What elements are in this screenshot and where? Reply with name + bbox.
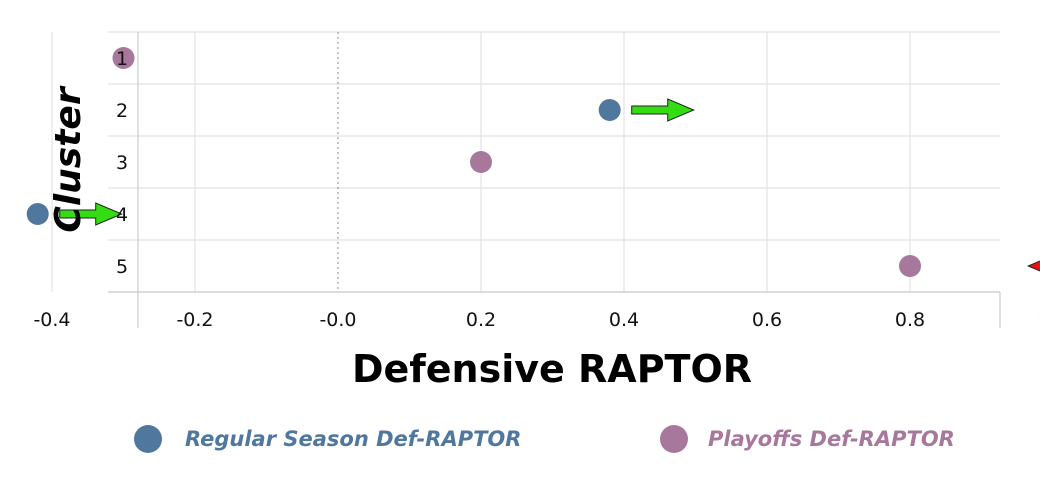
y-tick-label: 1	[116, 48, 128, 70]
arrow-right-cluster-2	[631, 98, 695, 122]
legend-marker	[660, 425, 688, 453]
legend-marker	[134, 425, 162, 453]
x-axis-title: Defensive RAPTOR	[352, 347, 752, 391]
grid	[51, 31, 1000, 293]
x-tick-label: -0.4	[33, 309, 70, 331]
legend-label: Regular Season Def-RAPTOR	[185, 427, 521, 451]
x-tick-label: -0.0	[319, 309, 356, 331]
playoffs-point-cluster-5	[899, 255, 921, 277]
arrow-left-cluster-5	[1026, 260, 1040, 272]
x-tick-label: 0.2	[466, 309, 496, 331]
y-tick-label: 5	[116, 256, 128, 278]
x-tick-label: 1.0	[1038, 309, 1040, 331]
y-tick-label: 2	[116, 100, 128, 122]
legend: Regular Season Def-RAPTOR Playoffs Def-RA…	[134, 425, 955, 453]
tick-labels: -0.4-0.2-0.00.20.40.60.81.01.21.41.61.81…	[33, 48, 1040, 331]
x-tick-label: 0.6	[752, 309, 782, 331]
shift-arrows	[59, 98, 1040, 272]
legend-label: Playoffs Def-RAPTOR	[708, 427, 955, 451]
regular-season-point-cluster-2	[598, 99, 621, 121]
y-tick-label: 3	[116, 152, 128, 174]
playoffs-point-cluster-3	[470, 151, 492, 173]
data-points	[26, 47, 921, 277]
x-tick-label: 0.8	[895, 309, 925, 331]
x-tick-label: -0.2	[176, 309, 213, 331]
y-tick-label: 4	[116, 204, 128, 226]
axes	[108, 32, 1001, 328]
playoffs-point-cluster-1	[112, 47, 135, 69]
regular-season-point-cluster-4	[26, 203, 49, 225]
x-tick-label: 0.4	[609, 309, 639, 331]
arrow-right-cluster-4	[59, 202, 123, 226]
y-axis-title: Cluster	[48, 85, 89, 232]
